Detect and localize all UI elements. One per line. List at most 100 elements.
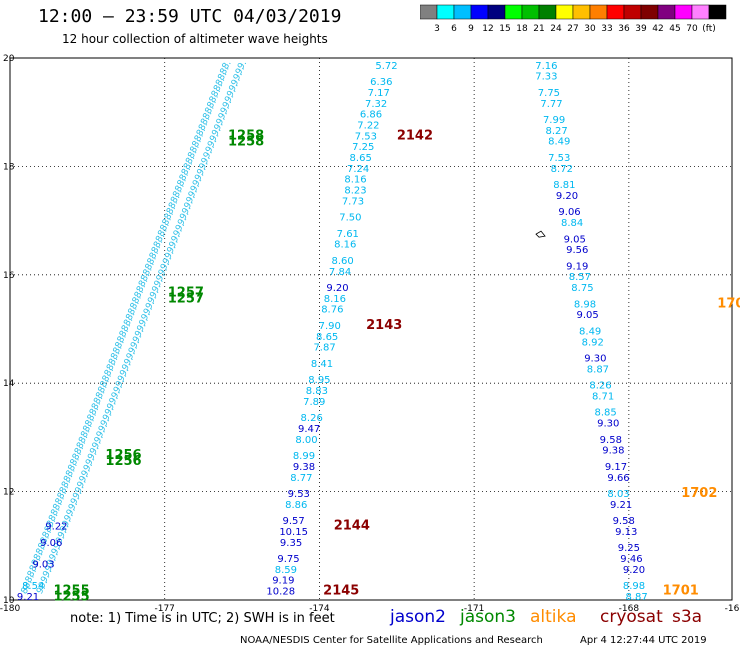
dense-swh-mark: 9.: [46, 556, 59, 569]
dense-swh-mark: 8.: [171, 187, 184, 200]
dense-swh-mark: 8.: [49, 505, 62, 518]
swh-value-label: 7.17: [368, 88, 390, 99]
swh-value-label: 7.22: [357, 120, 379, 131]
dense-swh-mark: 9.: [166, 243, 179, 256]
dense-swh-mark: 8.: [146, 254, 159, 267]
dense-swh-mark: 9.: [116, 371, 129, 384]
dense-swh-mark: 8.: [154, 232, 167, 245]
dense-swh-mark: 9.: [103, 405, 116, 418]
dense-swh-mark: 9.: [91, 438, 104, 451]
dense-swh-mark: 9.: [219, 103, 232, 116]
dense-swh-mark: 8.: [186, 148, 199, 161]
dense-swh-mark: 9.: [208, 131, 221, 144]
swh-value-label: 8.76: [321, 305, 343, 316]
color-scale-label: 24: [550, 24, 562, 34]
latitude-tick-label: 14: [3, 379, 15, 389]
dense-swh-mark: 8.: [79, 427, 92, 440]
color-scale-label: 9: [468, 24, 474, 34]
dense-swh-mark: 9.: [95, 427, 108, 440]
dense-swh-mark: 9.: [69, 494, 82, 507]
color-scale-swatch: [572, 4, 591, 20]
swh-value-label: 9.30: [597, 419, 619, 430]
dense-swh-mark: 9.: [153, 277, 166, 290]
color-scale-swatch: [640, 4, 659, 20]
dense-swh-mark: 9.: [178, 210, 191, 223]
color-scale-swatch: [453, 4, 472, 20]
swh-value-label: 9.53: [288, 489, 310, 500]
dense-swh-mark: 9.: [118, 366, 131, 379]
swh-value-label: 9.58: [600, 435, 622, 446]
swh-value-label: 8.65: [316, 332, 338, 343]
swh-value-label: 7.90: [319, 321, 341, 332]
dense-swh-mark: 9.: [204, 143, 217, 156]
swh-value-label: 8.59: [275, 565, 297, 576]
latitude-tick-label: 20: [3, 54, 15, 64]
swh-value-label: 9.66: [607, 473, 629, 484]
dense-swh-mark: 9.: [74, 483, 87, 496]
swh-value-label: 9.13: [615, 527, 637, 538]
dense-swh-mark: 8.: [216, 70, 229, 83]
swh-value-label: 8.23: [344, 186, 366, 197]
dense-swh-mark: 9.: [189, 182, 202, 195]
dense-swh-mark: 8.: [212, 81, 225, 94]
swh-value-label: 8.86: [285, 500, 307, 511]
dense-swh-mark: 8.: [178, 170, 191, 183]
swh-value-label: 8.41: [311, 359, 333, 370]
dense-swh-mark: 8.: [159, 221, 172, 234]
color-scale-swatch: [521, 4, 540, 20]
swh-value-label: 9.75: [277, 554, 299, 565]
swh-value-label: 8.87: [587, 364, 609, 375]
swh-value-label: 9.20: [556, 191, 578, 202]
dense-swh-mark: 8.: [69, 455, 82, 468]
swh-value-label: 8.60: [332, 256, 354, 267]
swh-value-label: 8.57: [569, 272, 591, 283]
swh-value-label: 7.73: [342, 196, 364, 207]
swh-value-label: 9.20: [326, 283, 348, 294]
dense-swh-mark: 9.: [168, 237, 181, 250]
swh-value-label: 8.77: [290, 473, 312, 484]
dense-swh-mark: 8.: [180, 165, 193, 178]
dense-swh-mark: 9.: [52, 539, 65, 552]
color-scale-label: 42: [652, 24, 663, 34]
dense-swh-mark: 8.: [210, 87, 223, 100]
swh-value-label: 7.87: [313, 343, 335, 354]
swh-value-label: 8.54: [22, 581, 44, 592]
dense-swh-mark: 8.: [204, 103, 217, 116]
color-scale-swatch: [674, 4, 693, 20]
dense-swh-mark: 9.: [223, 92, 236, 105]
pass-time-label: 1257: [168, 285, 204, 300]
swh-value-label: 7.77: [540, 99, 562, 110]
dense-swh-mark: 8.: [52, 500, 65, 513]
color-scale-label: 27: [567, 24, 578, 34]
dense-swh-mark: 9.: [86, 450, 99, 463]
dense-swh-mark: 8.: [208, 92, 221, 105]
color-scale-swatch: [504, 4, 523, 20]
color-scale-swatch: [436, 4, 455, 20]
dense-swh-mark: 9.: [127, 344, 140, 357]
dense-swh-mark: 9.: [228, 81, 241, 94]
island-shape: [535, 230, 546, 238]
swh-value-label: 8.49: [548, 137, 570, 148]
legend-cryosat: cryosat: [600, 607, 663, 627]
color-scale-label: 70: [686, 24, 698, 34]
swh-value-label: 9.38: [602, 446, 624, 457]
swh-value-label: 8.99: [293, 451, 315, 462]
swh-value-label: 8.26: [301, 413, 323, 424]
pass-time-label: 1703: [717, 296, 740, 311]
legend-jason3: jason3: [460, 607, 516, 627]
dense-swh-mark: 8.: [24, 572, 37, 585]
dense-swh-mark: 9.: [136, 321, 149, 334]
dense-swh-mark: 8.: [71, 450, 84, 463]
dense-swh-mark: 9.: [44, 561, 57, 574]
dense-swh-mark: 9.: [217, 109, 230, 122]
dense-swh-mark: 9.: [176, 215, 189, 228]
swh-value-label: 8.71: [592, 391, 614, 402]
dense-swh-mark: 9.: [198, 159, 211, 172]
dense-swh-mark: 8.: [88, 405, 101, 418]
pass-time-label: 1257: [168, 291, 204, 306]
dense-swh-mark: 8.: [165, 204, 178, 217]
swh-value-label: 7.75: [538, 88, 560, 99]
dense-swh-mark: 8.: [86, 411, 99, 424]
dense-swh-mark: 8.: [56, 489, 69, 502]
dense-swh-mark: 8.: [39, 533, 52, 546]
